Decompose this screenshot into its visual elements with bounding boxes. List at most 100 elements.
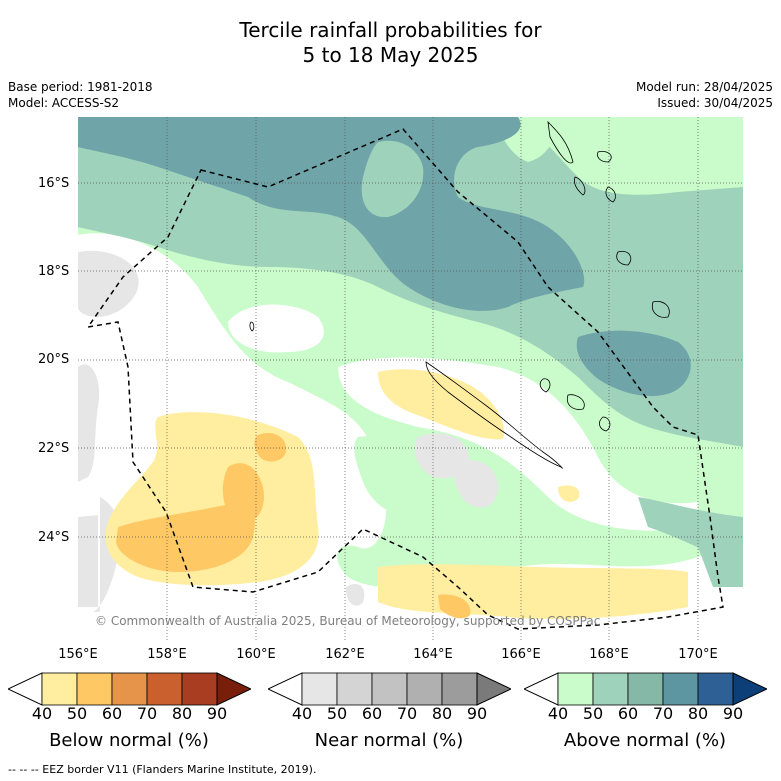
above-colorbar-segment <box>592 672 629 706</box>
island-coast-4 <box>616 250 632 266</box>
below-50-south-band <box>378 564 688 619</box>
below-tick-label: 90 <box>206 704 228 723</box>
near-colorbar-segment <box>441 672 478 706</box>
lon-label-166e: 166°E <box>501 647 541 662</box>
near-50-patch-east <box>453 459 498 508</box>
below-colorbar-segment <box>146 672 183 706</box>
near-tick-label: 90 <box>466 704 488 723</box>
white-blob-center <box>228 304 324 353</box>
above-60-inner-west <box>189 186 249 236</box>
loyalty-island-2 <box>566 394 585 410</box>
title-line-2: 5 to 18 May 2025 <box>302 43 479 67</box>
below-60-central-core <box>222 463 264 523</box>
graticule <box>78 117 743 640</box>
above-normal-colorbar <box>524 672 767 706</box>
near-tick-label: 40 <box>291 704 313 723</box>
below-50-nw-of-new-caledonia <box>378 369 505 440</box>
lon-label-170e: 170°E <box>678 647 718 662</box>
near-colorbar-low-extend <box>268 672 303 706</box>
loyalty-island-3 <box>599 416 611 432</box>
eez-footnote: -- -- -- EEZ border V11 (Flanders Marine… <box>8 763 317 776</box>
above-tick-label: 50 <box>582 704 604 723</box>
below-tick-label: 80 <box>171 704 193 723</box>
lon-label-160e: 160°E <box>236 647 276 662</box>
coastlines <box>249 120 670 469</box>
near-colorbar-high-extend <box>476 672 511 706</box>
meta-right: Model run: 28/04/2025 Issued: 30/04/2025 <box>636 79 773 111</box>
eez-border <box>86 128 724 630</box>
new-caledonia-coast <box>425 361 563 469</box>
map-title: Tercile rainfall probabilities for 5 to … <box>0 18 781 68</box>
below-colorbar-low-extend <box>8 672 43 706</box>
lat-label-22s: 22°S <box>38 441 70 456</box>
near-50-patch-far-sw <box>78 515 98 607</box>
probability-map <box>78 117 743 640</box>
above-70-vanuatu-core <box>576 330 691 397</box>
island-coast-2 <box>574 176 586 196</box>
above-60-inner-island <box>361 140 424 218</box>
lon-label-158e: 158°E <box>147 647 187 662</box>
below-60-south-core <box>438 594 471 619</box>
near-colorbar-segment <box>336 672 373 706</box>
above-colorbar-segment <box>697 672 734 706</box>
model-run-text: Model run: 28/04/2025 <box>635 80 773 94</box>
issued-text: Issued: 30/04/2025 <box>657 96 773 110</box>
near-colorbar-segment <box>371 672 408 706</box>
map-canvas <box>78 117 743 640</box>
above-tick-label: 60 <box>617 704 639 723</box>
below-tick-label: 60 <box>101 704 123 723</box>
below-colorbar-segment <box>76 672 113 706</box>
above-tick-label: 70 <box>652 704 674 723</box>
below-colorbar-segment <box>111 672 148 706</box>
below-normal-label: Below normal (%) <box>49 730 209 751</box>
near-normal-label: Near normal (%) <box>314 730 464 751</box>
above-tick-label: 80 <box>687 704 709 723</box>
title-line-1: Tercile rainfall probabilities for <box>239 18 542 42</box>
above-colorbar-segment <box>557 672 594 706</box>
lon-label-162e: 162°E <box>325 647 365 662</box>
lat-label-24s: 24°S <box>38 530 70 545</box>
lat-label-18s: 18°S <box>38 264 70 279</box>
near-50-patch-west <box>78 364 100 482</box>
above-colorbar-segment <box>627 672 664 706</box>
below-colorbar-segment <box>41 672 78 706</box>
below-60-small-core <box>254 432 287 462</box>
below-tick-label: 50 <box>66 704 88 723</box>
near-tick-label: 50 <box>326 704 348 723</box>
near-tick-label: 80 <box>431 704 453 723</box>
above-70-north-core <box>78 117 585 311</box>
below-tick-label: 40 <box>31 704 53 723</box>
above-colorbar-segment <box>662 672 699 706</box>
below-50-small-patch <box>558 485 580 502</box>
below-normal-colorbar <box>8 672 251 706</box>
near-50-patch-south <box>346 583 365 606</box>
near-50-patch-nw <box>78 250 139 317</box>
island-coast-5 <box>651 300 670 318</box>
near-colorbar-segment <box>406 672 443 706</box>
above-tick-label: 40 <box>547 704 569 723</box>
below-colorbar-segment <box>181 672 218 706</box>
island-coast-3 <box>605 186 616 203</box>
island-coast-1 <box>597 150 612 163</box>
near-colorbar-segment <box>301 672 338 706</box>
above-tick-label: 90 <box>722 704 744 723</box>
base-period-text: Base period: 1981-2018 <box>8 80 153 94</box>
near-tick-label: 60 <box>361 704 383 723</box>
below-colorbar-high-extend <box>216 672 251 706</box>
above-normal-label: Above normal (%) <box>563 730 727 751</box>
lon-label-164e: 164°E <box>413 647 453 662</box>
lon-label-156e: 156°E <box>58 647 98 662</box>
above-colorbar-high-extend <box>732 672 767 706</box>
lon-label-168e: 168°E <box>589 647 629 662</box>
above-colorbar-low-extend <box>524 672 559 706</box>
loyalty-island-1 <box>539 378 551 393</box>
below-60-west-core <box>116 501 255 572</box>
copyright-text: © Commonwealth of Australia 2025, Bureau… <box>95 614 601 628</box>
meta-left: Base period: 1981-2018 Model: ACCESS-S2 <box>8 79 153 111</box>
above-60-far-southeast <box>698 547 743 587</box>
model-text: Model: ACCESS-S2 <box>8 96 120 110</box>
near-tick-label: 70 <box>396 704 418 723</box>
near-normal-colorbar <box>268 672 511 706</box>
lat-label-20s: 20°S <box>38 352 70 367</box>
espiritu-santo-coast <box>547 120 574 164</box>
